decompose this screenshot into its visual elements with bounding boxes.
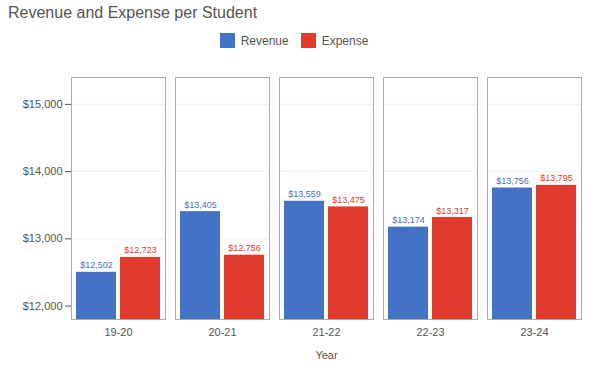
svg-text:Year: Year	[315, 349, 338, 361]
svg-text:$13,475: $13,475	[332, 195, 365, 205]
html-text:Revenue and Expense per Studen: Revenue and Expense per Student	[8, 4, 258, 21]
svg-text:$13,000: $13,000	[23, 232, 63, 244]
svg-text:$12,723: $12,723	[124, 245, 157, 255]
svg-text:$12,000: $12,000	[23, 300, 63, 312]
html-text:Revenue: Revenue	[240, 33, 289, 48]
svg-text:$13,756: $13,756	[496, 176, 529, 186]
svg-text:$13,174: $13,174	[392, 215, 425, 225]
svg-text:$13,559: $13,559	[288, 189, 321, 199]
svg-text:$12,502: $12,502	[80, 260, 113, 270]
svg-text:19-20: 19-20	[104, 326, 132, 338]
svg-text:22-23: 22-23	[416, 326, 444, 338]
html-text:Expense: Expense	[321, 33, 369, 48]
svg-text:$13,405: $13,405	[184, 200, 217, 210]
svg-text:$12,756: $12,756	[228, 243, 261, 253]
svg-text:21-22: 21-22	[312, 326, 340, 338]
svg-text:$13,795: $13,795	[540, 173, 573, 183]
svg-text:$13,317: $13,317	[436, 206, 469, 216]
svg-text:$15,000: $15,000	[23, 98, 63, 110]
svg-text:20-21: 20-21	[208, 326, 236, 338]
svg-text:$14,000: $14,000	[23, 165, 63, 177]
svg-text:23-24: 23-24	[520, 326, 548, 338]
